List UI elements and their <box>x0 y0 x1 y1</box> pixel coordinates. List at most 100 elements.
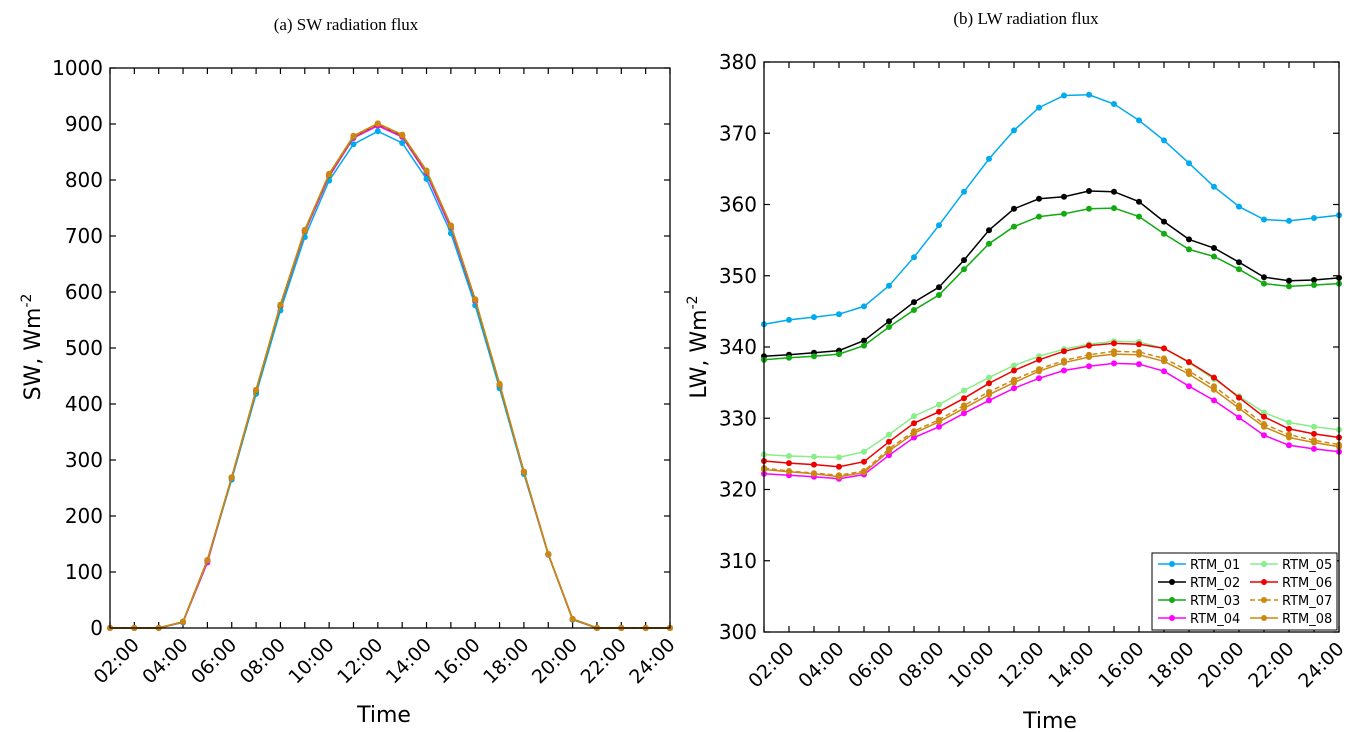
data-point <box>350 132 357 139</box>
legend-label: RTM_08 <box>1282 612 1332 627</box>
data-point <box>936 423 942 430</box>
data-point <box>1311 215 1317 221</box>
series-line <box>110 124 670 629</box>
data-point <box>399 131 406 138</box>
y-tick-label: 600 <box>65 280 103 304</box>
data-point <box>811 461 817 468</box>
x-tick-label: 18:00 <box>479 634 533 688</box>
data-point <box>1161 345 1167 352</box>
y-tick-label: 320 <box>719 478 757 502</box>
data-point <box>836 463 842 470</box>
data-point <box>911 254 917 261</box>
y-tick-label: 800 <box>65 168 103 192</box>
legend-box <box>1151 552 1338 631</box>
data-point <box>811 314 817 321</box>
data-point <box>786 468 792 475</box>
data-point <box>1311 445 1317 452</box>
data-point <box>1236 203 1242 210</box>
legend-label: RTM_06 <box>1282 576 1332 591</box>
y-tick-label: 900 <box>65 112 103 136</box>
x-tick-label: 18:00 <box>1144 638 1198 692</box>
data-point <box>1011 367 1017 374</box>
data-point <box>1286 442 1292 449</box>
data-point <box>786 316 792 323</box>
panel-a-frame <box>109 67 671 629</box>
data-point <box>520 468 527 475</box>
series-line <box>110 123 670 629</box>
y-tick-label: 310 <box>719 549 757 573</box>
data-point <box>1261 280 1267 287</box>
x-tick-label: 06:00 <box>844 638 898 692</box>
data-point <box>1161 358 1167 365</box>
data-point <box>961 266 967 273</box>
legend-label: RTM_05 <box>1282 558 1332 573</box>
y-tick-label: 500 <box>65 336 103 360</box>
data-point <box>936 222 942 229</box>
y-tick-label: 200 <box>65 504 103 528</box>
data-point <box>861 448 867 455</box>
data-point <box>1011 127 1017 134</box>
panel-b-xlabel: Time <box>1022 709 1077 732</box>
series-line <box>110 123 670 629</box>
y-tick-label: 400 <box>65 392 103 416</box>
data-point <box>1236 414 1242 421</box>
data-point <box>1186 383 1192 390</box>
data-point <box>836 454 842 461</box>
x-tick-label: 24:00 <box>1294 638 1348 692</box>
data-point <box>1311 423 1317 430</box>
data-point <box>861 342 867 349</box>
data-point <box>1136 213 1142 220</box>
series-line <box>763 190 1340 358</box>
data-point <box>911 413 917 420</box>
panel-b-lw: (b) LW radiation flux Time LW, Wm-2 300 3… <box>685 9 1349 732</box>
data-point <box>886 282 892 289</box>
data-point <box>1111 101 1117 107</box>
legend-marker <box>1261 597 1267 603</box>
y-tick-label: 350 <box>719 264 757 288</box>
y-tick-label: 700 <box>65 224 103 248</box>
data-point <box>786 453 792 459</box>
data-point <box>301 226 308 233</box>
data-point <box>1236 266 1242 273</box>
series-line <box>763 94 1340 325</box>
data-point <box>1236 405 1242 412</box>
legend-marker <box>1169 597 1175 603</box>
data-point <box>1086 205 1092 212</box>
data-point <box>1136 361 1142 368</box>
data-point <box>1011 385 1017 392</box>
y-tick-label: 330 <box>719 406 757 430</box>
data-point <box>1061 210 1067 217</box>
data-point <box>1111 205 1117 212</box>
data-point <box>1036 104 1042 111</box>
data-point <box>1286 217 1292 224</box>
series-line <box>110 130 670 629</box>
series-line <box>763 342 1340 468</box>
data-point <box>1261 274 1267 281</box>
x-tick-label: 08:00 <box>894 638 948 692</box>
series-line <box>110 122 670 629</box>
data-point <box>911 434 917 441</box>
panel-a-axes: 0 100 200 300 400 500 600 700 800 900 1000 02:0004:… <box>52 56 679 688</box>
data-point <box>180 618 186 625</box>
data-point <box>1186 236 1192 243</box>
data-point <box>1186 246 1192 253</box>
data-point <box>936 284 942 291</box>
data-point <box>1036 195 1042 202</box>
data-point <box>374 120 381 127</box>
data-point <box>1211 183 1217 190</box>
data-point <box>1261 432 1267 439</box>
series-line <box>763 340 1340 459</box>
series-line <box>763 207 1340 361</box>
data-point <box>1086 342 1092 349</box>
x-tick-label: 04:00 <box>794 638 848 692</box>
data-point <box>1186 160 1192 167</box>
x-tick-label: 06:00 <box>187 634 241 688</box>
data-point <box>326 170 333 177</box>
data-point <box>1061 367 1067 374</box>
data-point <box>1211 253 1217 260</box>
x-tick-label: 12:00 <box>994 638 1048 692</box>
data-point <box>253 387 260 393</box>
x-tick-label: 10:00 <box>944 638 998 692</box>
data-point <box>374 128 381 135</box>
y-tick-label: 370 <box>719 121 757 145</box>
